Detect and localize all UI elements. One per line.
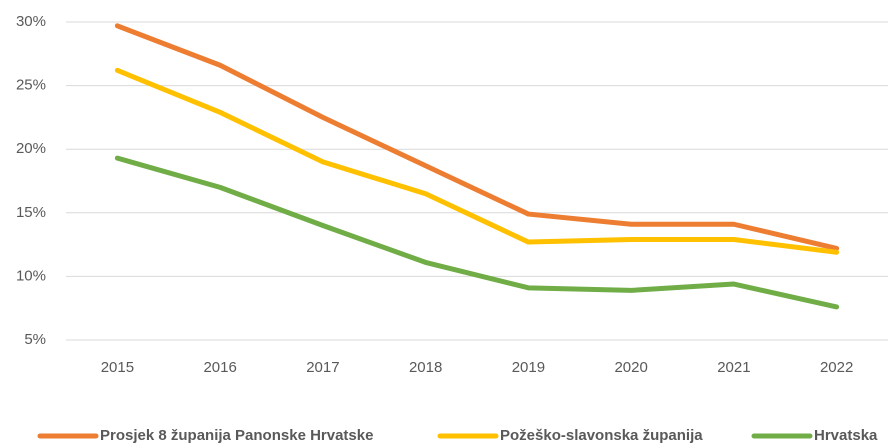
legend-text: Prosjek 8 županija Panonske Hrvatske [100, 427, 373, 444]
y-tick-label: 5% [24, 331, 46, 348]
x-tick-label: 2015 [101, 359, 134, 376]
x-tick-label: 2020 [614, 359, 647, 376]
series-line [114, 23, 840, 251]
legend-text: Požeško-slavonska županija [500, 427, 703, 444]
series-line [114, 155, 840, 310]
x-tick-label: 2016 [203, 359, 236, 376]
legend-text: Hrvatska [814, 427, 878, 444]
y-tick-label: 25% [16, 77, 46, 94]
y-tick-label: 10% [16, 267, 46, 284]
x-tick-label: 2017 [306, 359, 339, 376]
y-tick-label: 20% [16, 140, 46, 157]
y-tick-label: 15% [16, 204, 46, 221]
x-tick-label: 2019 [512, 359, 545, 376]
y-tick-label: 30% [16, 13, 46, 30]
x-tick-label: 2021 [717, 359, 750, 376]
x-tick-label: 2018 [409, 359, 442, 376]
x-tick-label: 2022 [820, 359, 853, 376]
series-line [114, 67, 840, 255]
